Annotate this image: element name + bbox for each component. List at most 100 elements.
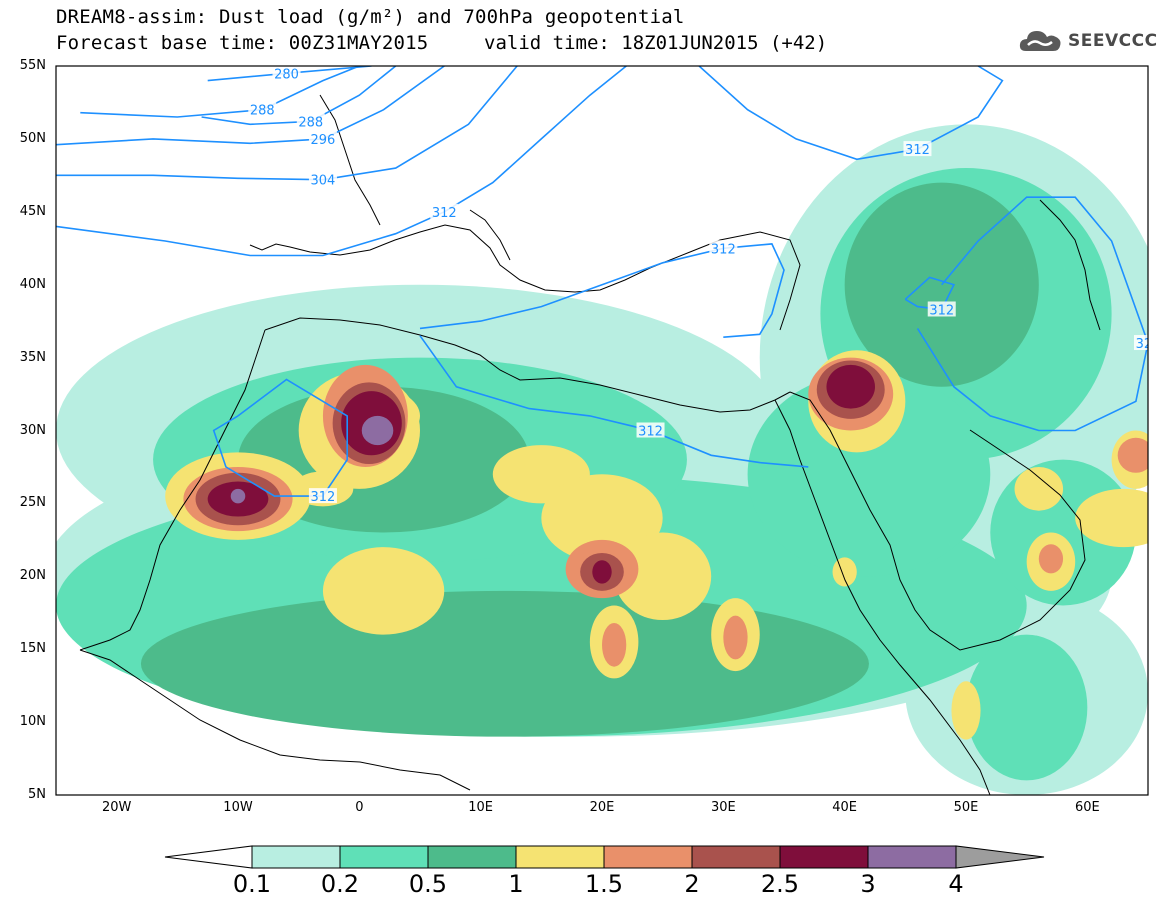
contour-label-bg	[903, 141, 932, 157]
geopotential-contour-line	[916, 196, 1148, 432]
dust-region	[965, 634, 1088, 781]
colorbar-swatch	[339, 845, 429, 869]
contour-label: 312	[711, 242, 736, 257]
contour-label-bg	[272, 66, 301, 81]
longitude-label: 40E	[832, 800, 858, 815]
contour-label: 312	[311, 490, 336, 505]
colorbar-label: 0.5	[408, 870, 448, 898]
contour-label: 312	[929, 303, 954, 318]
contour-label: 280	[274, 67, 299, 82]
dust-load-field	[56, 124, 1148, 795]
colorbar-swatch	[427, 845, 517, 869]
contour-label-bg	[296, 113, 325, 129]
longitude-label: 0	[355, 800, 364, 815]
dust-region	[230, 488, 246, 504]
dust-region	[832, 557, 857, 587]
latitude-label: 25N	[19, 495, 46, 511]
colorbar-swatch	[603, 845, 693, 869]
colorbar-label: 2.5	[760, 870, 800, 898]
geopotential-contour-line	[56, 66, 445, 146]
latitude-label: 15N	[19, 641, 46, 657]
contour-label-bg	[927, 301, 956, 317]
dust-region	[723, 615, 748, 660]
colorbar-over-arrow	[955, 845, 1045, 869]
dust-region	[951, 681, 981, 740]
longitude-label: 20E	[589, 800, 615, 815]
geopotential-contours: 280 288 288 296 304 312 312 312 312 312 312 320	[56, 66, 1161, 505]
contour-label: 312	[638, 425, 663, 440]
latitude-label: 35N	[19, 349, 46, 365]
colorbar-label: 4	[948, 870, 964, 898]
latitude-label: 45N	[19, 203, 46, 219]
brand-name: SEEVCCC	[1068, 31, 1158, 51]
colorbar-swatch	[515, 845, 605, 869]
arabia-coast	[789, 391, 1086, 651]
latitude-label: 20N	[19, 568, 46, 584]
dust-region	[747, 372, 991, 577]
contour-label: 312	[432, 206, 457, 221]
map-frame	[55, 65, 1149, 796]
dust-region	[1117, 437, 1148, 473]
contour-label-bg	[1134, 335, 1148, 351]
contour-label: 304	[311, 174, 336, 189]
italy-coast	[469, 209, 511, 261]
dust-region	[322, 547, 445, 635]
contour-label-bg	[308, 488, 337, 504]
latitude-label: 10N	[19, 714, 46, 730]
colorbar	[164, 845, 1045, 869]
brand-logo: SEEVCCC	[1018, 26, 1158, 56]
map-title: DREAM8-assim: Dust load (g/m²) and 700hP…	[56, 6, 685, 28]
dust-region	[602, 622, 627, 667]
colorbar-label: 1	[508, 870, 524, 898]
contour-label-bg	[636, 422, 665, 438]
france-coast	[319, 94, 381, 226]
dust-region	[1014, 466, 1064, 511]
contour-label: 312	[905, 143, 930, 158]
contour-label-bg	[430, 203, 459, 219]
longitude-label: 20W	[101, 800, 132, 815]
longitude-label: 30E	[710, 800, 736, 815]
dust-region	[826, 364, 875, 409]
west-africa-coast	[79, 329, 266, 651]
geopotential-contour-line	[56, 66, 627, 257]
colorbar-label: 0.1	[232, 870, 272, 898]
colorbar-swatch	[691, 845, 781, 869]
latitude-label: 30N	[19, 422, 46, 438]
contour-label-bg	[709, 240, 738, 256]
dust-region	[541, 474, 663, 562]
gulf-of-guinea-coast	[79, 649, 471, 791]
latitude-label: 5N	[28, 787, 46, 802]
caspian-coast	[1039, 199, 1101, 331]
colorbar-label: 0.2	[320, 870, 360, 898]
colorbar-swatch	[251, 845, 341, 869]
longitude-label: 60E	[1074, 800, 1100, 815]
dust-region	[1038, 544, 1064, 574]
contour-label: 320	[1136, 337, 1161, 352]
cloud-logo-icon	[1019, 31, 1061, 51]
colorbar-label: 2	[684, 870, 700, 898]
latitude-label: 40N	[19, 276, 46, 292]
contour-label: 296	[311, 133, 336, 148]
contour-label-bg	[308, 171, 337, 187]
forecast-base-time: Forecast base time: 00Z31MAY2015	[56, 32, 429, 54]
geopotential-contour-line	[698, 66, 1004, 161]
geopotential-contour-line	[419, 335, 809, 468]
colorbar-under-arrow	[164, 845, 253, 869]
south-med-coast	[264, 317, 791, 413]
dust-region	[592, 560, 612, 584]
colorbar-swatch	[779, 845, 869, 869]
valid-time: valid time: 18Z01JUN2015 (+42)	[484, 32, 828, 54]
longitude-label: 50E	[953, 800, 979, 815]
colorbar-label: 1.5	[584, 870, 624, 898]
latitude-label: 55N	[19, 58, 46, 73]
contour-label: 288	[250, 104, 275, 119]
geopotential-contour-line	[904, 276, 956, 311]
contour-label-bg	[308, 130, 337, 146]
dust-region	[614, 532, 712, 621]
latitude-label: 50N	[19, 130, 46, 146]
dust-region	[1075, 488, 1148, 548]
contour-label-bg	[248, 101, 277, 117]
coastlines	[79, 94, 1101, 795]
dust-region	[361, 415, 394, 446]
